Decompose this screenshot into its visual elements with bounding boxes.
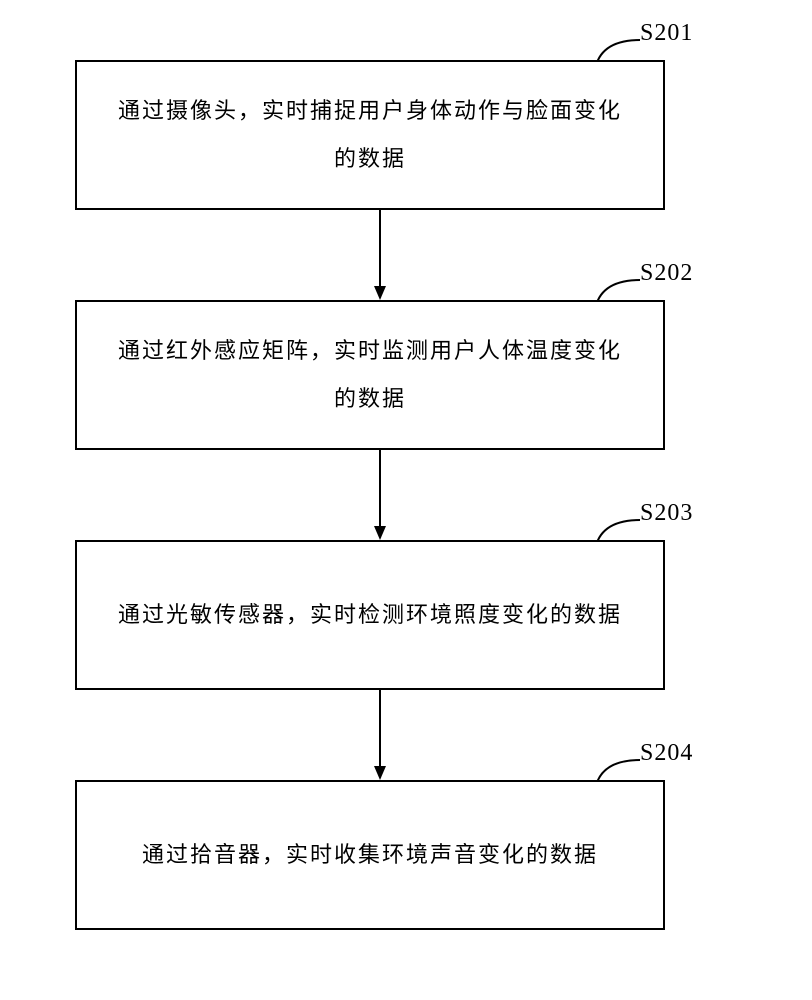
arrow-1 <box>370 210 390 300</box>
step-text-s203: 通过光敏传感器，实时检测环境照度变化的数据 <box>118 591 622 639</box>
step-text-s204: 通过拾音器，实时收集环境声音变化的数据 <box>142 831 598 879</box>
step-box-s203: 通过光敏传感器，实时检测环境照度变化的数据 <box>75 540 665 690</box>
step-box-s204: 通过拾音器，实时收集环境声音变化的数据 <box>75 780 665 930</box>
step-box-s202: 通过红外感应矩阵，实时监测用户人体温度变化的数据 <box>75 300 665 450</box>
flowchart-container: S201 通过摄像头，实时捕捉用户身体动作与脸面变化的数据 S202 通过红外感… <box>0 0 812 1000</box>
step-text-s202: 通过红外感应矩阵，实时监测用户人体温度变化的数据 <box>117 327 623 424</box>
step-text-s201: 通过摄像头，实时捕捉用户身体动作与脸面变化的数据 <box>117 87 623 184</box>
arrow-2 <box>370 450 390 540</box>
step-box-s201: 通过摄像头，实时捕捉用户身体动作与脸面变化的数据 <box>75 60 665 210</box>
arrow-3 <box>370 690 390 780</box>
